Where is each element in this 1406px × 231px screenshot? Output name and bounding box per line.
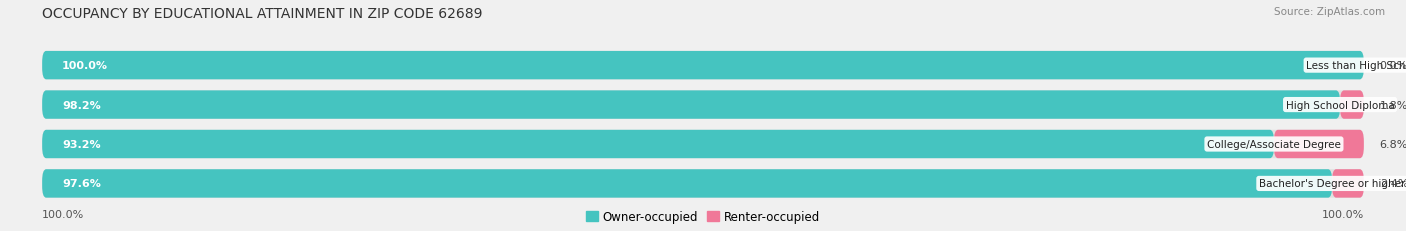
Text: High School Diploma: High School Diploma: [1285, 100, 1395, 110]
Text: 1.8%: 1.8%: [1379, 100, 1406, 110]
Text: College/Associate Degree: College/Associate Degree: [1206, 139, 1341, 149]
FancyBboxPatch shape: [42, 91, 1340, 119]
Text: 6.8%: 6.8%: [1379, 139, 1406, 149]
FancyBboxPatch shape: [42, 130, 1274, 158]
Text: Bachelor's Degree or higher: Bachelor's Degree or higher: [1258, 179, 1405, 189]
Text: 93.2%: 93.2%: [62, 139, 101, 149]
Text: OCCUPANCY BY EDUCATIONAL ATTAINMENT IN ZIP CODE 62689: OCCUPANCY BY EDUCATIONAL ATTAINMENT IN Z…: [42, 7, 482, 21]
Text: 97.6%: 97.6%: [62, 179, 101, 189]
Text: 100.0%: 100.0%: [62, 61, 108, 71]
FancyBboxPatch shape: [42, 130, 1364, 158]
FancyBboxPatch shape: [1331, 170, 1364, 198]
Text: Source: ZipAtlas.com: Source: ZipAtlas.com: [1274, 7, 1385, 17]
FancyBboxPatch shape: [42, 52, 1364, 80]
FancyBboxPatch shape: [42, 91, 1364, 119]
FancyBboxPatch shape: [1340, 91, 1364, 119]
FancyBboxPatch shape: [42, 52, 1364, 80]
Text: 2.4%: 2.4%: [1379, 179, 1406, 189]
Text: 98.2%: 98.2%: [62, 100, 101, 110]
Text: Less than High School: Less than High School: [1306, 61, 1406, 71]
FancyBboxPatch shape: [1274, 130, 1364, 158]
Text: 0.0%: 0.0%: [1379, 61, 1406, 71]
Text: 100.0%: 100.0%: [42, 210, 84, 219]
Legend: Owner-occupied, Renter-occupied: Owner-occupied, Renter-occupied: [586, 210, 820, 223]
FancyBboxPatch shape: [42, 170, 1331, 198]
Text: 100.0%: 100.0%: [1322, 210, 1364, 219]
FancyBboxPatch shape: [42, 170, 1364, 198]
